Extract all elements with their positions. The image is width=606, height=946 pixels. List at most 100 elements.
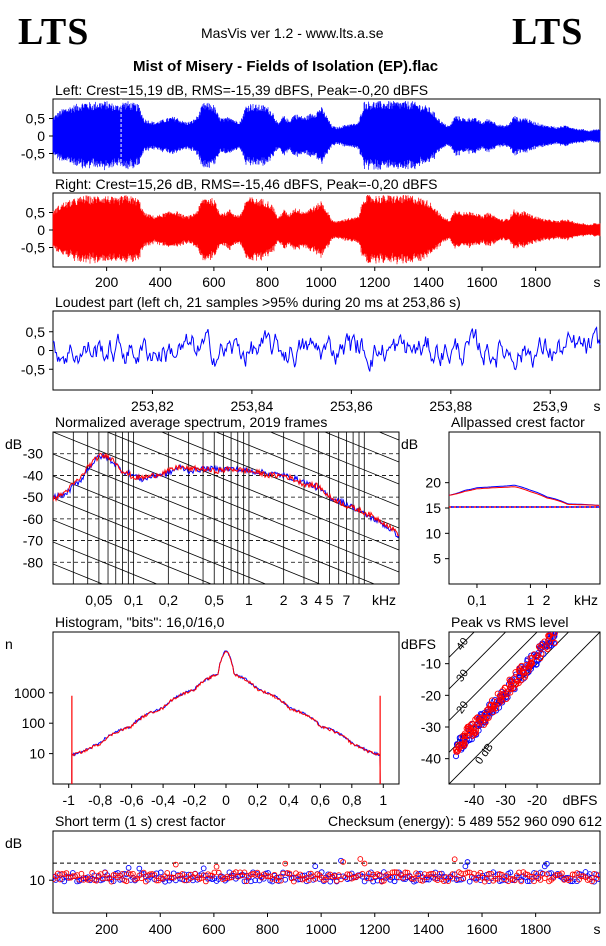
right-waveform-xtick-label: 1400 [413, 274, 444, 290]
crest-ytick-label: 20 [425, 475, 441, 491]
histogram-xtick-label: 0,8 [342, 792, 362, 808]
st-xtick-label: 200 [95, 921, 119, 937]
spectrum-xtick-label: 2 [280, 592, 288, 608]
spectrum-ytick-label: -80 [23, 554, 43, 570]
st-point-right [100, 875, 106, 882]
loudest-xtick-label: 253,86 [330, 398, 373, 414]
left-waveform: Left: Crest=15,19 dB, RMS=-15,39 dBFS, P… [21, 82, 601, 174]
pvr-crest-label: 40 [454, 636, 471, 653]
pvr-point-right [527, 662, 534, 669]
st-point-right [286, 870, 293, 877]
loudest-ytick-label: 0 [37, 343, 45, 359]
st-point-right [411, 875, 417, 882]
right-waveform-xtick-label: 800 [256, 274, 280, 290]
histogram-xtick-label: -1 [63, 792, 76, 808]
st-point-left [464, 859, 471, 865]
loudest-ytick-label: 0,5 [26, 324, 46, 340]
spectrum-ytick-label: -60 [23, 511, 43, 527]
loudest-xtick-label: 253,9 [533, 398, 568, 414]
histogram-ytick-label: 1000 [14, 685, 45, 701]
st-point-right [361, 860, 368, 867]
spectrum-xtick-label: 7 [343, 592, 351, 608]
st-point-right [185, 877, 192, 883]
pvr-crest-label: 20 [454, 699, 471, 716]
pvr-point-right [461, 733, 468, 740]
st-point-right [290, 878, 297, 885]
histogram: Histogram, "bits": 16,0/16,0n100010010-1… [5, 614, 400, 808]
loudest-part-title: Loudest part (left ch, 21 samples >95% d… [55, 294, 461, 310]
short-term-crest: Short term (1 s) crest factor Checksum (e… [5, 813, 602, 937]
st-point-right [78, 870, 85, 877]
histogram-xtick-label: -0,6 [120, 792, 144, 808]
st-point-right [172, 861, 179, 868]
right-waveform-ytick-label: 0,5 [26, 205, 46, 221]
st-point-left [524, 878, 531, 885]
pvr-point-left [511, 686, 518, 693]
st-point-right [108, 878, 115, 885]
st-point-right [284, 870, 291, 876]
st-xtick-label: 600 [202, 921, 226, 937]
st-point-right [464, 869, 471, 876]
st-point-left [595, 876, 600, 882]
spectrum-plot [53, 432, 399, 584]
histogram-ytick-label: 10 [29, 746, 45, 762]
pvr-xtick-label: -20 [527, 792, 547, 808]
st-point-right [226, 874, 233, 881]
pvr-point-right [482, 719, 489, 726]
st-point-right [544, 871, 550, 878]
spectrum-series-right [53, 452, 399, 537]
histogram-series-right [71, 650, 381, 785]
st-point-right [271, 871, 278, 878]
pvr-point-right [501, 684, 508, 691]
st-point-right [282, 860, 289, 867]
spectrum-slope-line [106, 432, 399, 551]
st-plot [53, 856, 600, 885]
st-point-right [207, 872, 213, 879]
st-point-left [157, 869, 164, 876]
st-point-right [312, 876, 319, 882]
st-xtick-label: 1200 [359, 921, 390, 937]
pvr-point-right [474, 720, 481, 727]
version-text: MasVis ver 1.2 - www.lts.a.se [201, 25, 384, 41]
pvr-point-right [513, 680, 520, 687]
st-point-right [488, 870, 494, 877]
pvr-xtick-label: -30 [496, 792, 516, 808]
file-title: Mist of Misery - Fields of Isolation (EP… [133, 58, 439, 75]
st-point-right [89, 870, 95, 876]
pvr-point-right [457, 741, 464, 748]
histogram-xtick-label: 0 [222, 792, 230, 808]
spectrum-xtick-label: 1 [245, 592, 253, 608]
st-point-right [76, 876, 83, 883]
st-point-right [123, 878, 130, 885]
st-point-right [486, 870, 492, 877]
st-point-left [125, 864, 132, 871]
st-point-right [297, 871, 304, 878]
pvr-point-right [516, 665, 523, 672]
crest-series-right [448, 486, 600, 506]
right-waveform-xtick-label: 1800 [520, 274, 551, 290]
st-point-right [518, 878, 525, 885]
st-point-right [453, 876, 460, 882]
pvr-point-right [470, 731, 477, 738]
pvr-point-right [474, 723, 481, 730]
st-point-right [552, 872, 559, 879]
spectrum-slope-line [269, 432, 399, 485]
pvr-crest-line [449, 632, 538, 722]
allpassed-crest: Allpassed crest factor dB 20 15 10 5 0,1 1 2 kHz [401, 414, 601, 608]
pvr-point-right [481, 711, 488, 718]
pvr-xunit: dBFS [562, 792, 597, 808]
st-xunit: s [594, 921, 601, 937]
st-point-right [202, 878, 209, 885]
st-point-left [544, 860, 550, 867]
st-point-left [200, 865, 207, 872]
loudest-xtick-label: 253,88 [429, 398, 472, 414]
st-point-right [492, 875, 499, 882]
spectrum-frame [52, 431, 400, 585]
crest-xtick-label: 2 [543, 592, 551, 608]
spectrum-xtick-label: 5 [326, 592, 334, 608]
pvr-point-right [543, 644, 550, 651]
loudest-part-frame [52, 310, 601, 391]
loudest-xunit: s [594, 398, 601, 414]
loudest-ytick-label: -0,5 [21, 361, 45, 377]
